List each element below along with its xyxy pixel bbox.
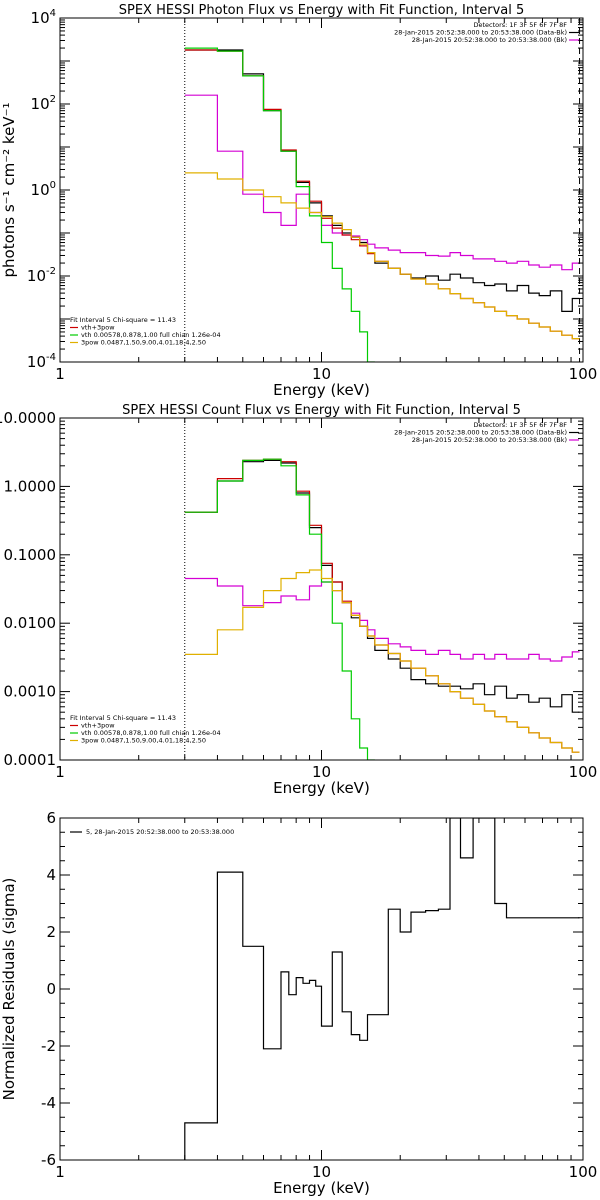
legend-entry: vth+3pow bbox=[81, 722, 115, 730]
y-tick-label: 2 bbox=[46, 923, 56, 941]
x-tick-label: 100 bbox=[569, 365, 598, 383]
x-tick-label: 10 bbox=[312, 763, 331, 781]
legend-entry: 3pow 0.0487,1.50,9.00,4.01,18.4,2.50 bbox=[81, 737, 206, 745]
legend-entry: 28-Jan-2015 20:52:38.000 to 20:53:38.000… bbox=[412, 436, 567, 444]
series-3pow bbox=[184, 569, 580, 753]
y-tick-label: 10-4 bbox=[27, 352, 56, 371]
y-tick-label: 4 bbox=[46, 866, 56, 884]
legend-entry: vth 0.00578,0.878,1.00 full chian 1.26e-… bbox=[81, 729, 221, 737]
legend-entry: 28-Jan-2015 20:52:38.000 to 20:53:38.000… bbox=[412, 36, 567, 44]
legend-entry: 28-Jan-2015 20:52:38.000 to 20:53:38.000… bbox=[394, 29, 567, 37]
residuals-chart: 1 10 100 -6 -4 -2 0 2 4 6 Energy (keV) Normalized R… bbox=[0, 809, 598, 1197]
series-5-28-jan-2015-20-52-38-000-to-20-53-38-000 bbox=[184, 818, 580, 1160]
y-tick-label: -2 bbox=[41, 1037, 56, 1055]
plot-frame bbox=[59, 17, 584, 363]
y-axis-label: photons s⁻¹ cm⁻² keV⁻¹ bbox=[0, 103, 18, 278]
y-tick-label: 6 bbox=[46, 809, 56, 827]
x-axis-label: Energy (keV) bbox=[273, 381, 370, 399]
y-tick-label: 104 bbox=[31, 8, 56, 27]
legend-entry: 5, 28-Jan-2015 20:52:38.000 to 20:53:38.… bbox=[86, 828, 234, 836]
legend-entry: vth 0.00578,0.878,1.00 full chian 1.26e-… bbox=[81, 331, 221, 339]
plot-frame bbox=[59, 417, 584, 761]
series-data-bk bbox=[184, 49, 580, 312]
y-tick-label: 0.0100 bbox=[4, 614, 57, 632]
series-bk bbox=[184, 577, 580, 662]
y-tick-label: 0.1000 bbox=[4, 546, 57, 564]
series-vth bbox=[184, 458, 375, 760]
legend-entry: vth+3pow bbox=[81, 324, 115, 332]
legend-entry: 28-Jan-2015 20:52:38.000 to 20:53:38.000… bbox=[394, 429, 567, 437]
x-tick-label: 10 bbox=[312, 1163, 331, 1181]
y-tick-label: 10-2 bbox=[27, 266, 56, 285]
x-tick-label: 10 bbox=[312, 365, 331, 383]
y-axis-label: Normalized Residuals (sigma) bbox=[0, 878, 18, 1101]
series-bk bbox=[184, 94, 580, 271]
x-tick-label: 1 bbox=[55, 1163, 65, 1181]
count-flux-chart: SPEX HESSI Count Flux vs Energy with Fit… bbox=[0, 403, 598, 797]
y-tick-label: 1.0000 bbox=[4, 477, 57, 495]
chart-title: SPEX HESSI Photon Flux vs Energy with Fi… bbox=[119, 3, 525, 18]
x-axis-label: Energy (keV) bbox=[273, 779, 370, 797]
x-tick-label: 100 bbox=[569, 763, 598, 781]
y-tick-label: 0 bbox=[46, 980, 56, 998]
x-tick-label: 1 bbox=[55, 365, 65, 383]
x-tick-label: 1 bbox=[55, 763, 65, 781]
series-data-bk bbox=[184, 459, 580, 713]
y-tick-label: -6 bbox=[41, 1151, 56, 1169]
x-axis-label: Energy (keV) bbox=[273, 1179, 370, 1197]
y-tick-label: 0.0001 bbox=[4, 751, 57, 769]
x-tick-label: 100 bbox=[569, 1163, 598, 1181]
y-tick-label: 102 bbox=[31, 94, 56, 113]
legend-entry: Fit Interval 5 Chi-square = 11.43 bbox=[70, 316, 176, 324]
y-tick-label: 100 bbox=[31, 180, 56, 199]
legend-entry: 3pow 0.0487,1.50,9.00,4.01,18.4,2.50 bbox=[81, 339, 206, 347]
y-tick-label: -4 bbox=[41, 1094, 56, 1112]
series-3pow bbox=[184, 172, 580, 340]
y-tick-label: 0.0010 bbox=[4, 683, 57, 701]
legend-entry: Fit Interval 5 Chi-square = 11.43 bbox=[70, 714, 176, 722]
photon-flux-chart: SPEX HESSI Photon Flux vs Energy with Fi… bbox=[0, 3, 598, 399]
legend-entry: Detectors: 1F 3F 5F 6F 7F 8F bbox=[473, 421, 567, 429]
series-vth bbox=[184, 47, 375, 362]
chart-title: SPEX HESSI Count Flux vs Energy with Fit… bbox=[122, 403, 521, 418]
y-tick-label: 10.0000 bbox=[0, 409, 56, 427]
legend-entry: Detectors: 1F 3F 5F 6F 7F 8F bbox=[473, 21, 567, 29]
